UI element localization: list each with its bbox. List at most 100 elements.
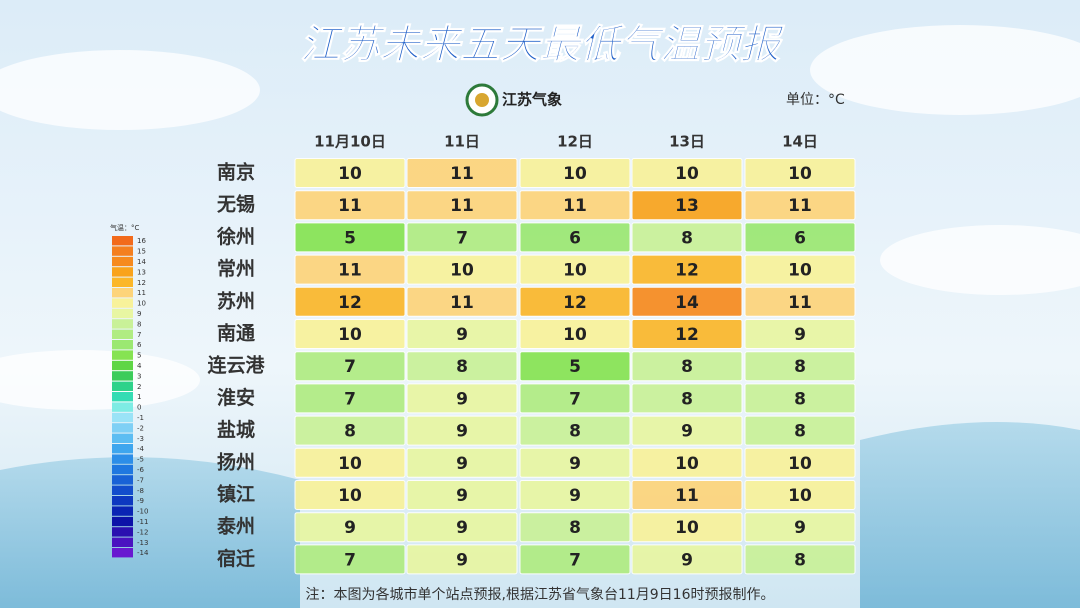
- legend-swatch: [112, 329, 133, 339]
- cell: [631, 286, 743, 317]
- cell: [519, 544, 631, 575]
- cell: [631, 383, 743, 414]
- sea-right: [860, 422, 1080, 608]
- city-label: 镇江: [217, 483, 255, 506]
- cell-value: 8: [794, 389, 806, 409]
- legend-label: -4: [137, 445, 145, 453]
- legend-label: 3: [137, 372, 141, 380]
- column-header: 13日: [669, 133, 705, 151]
- cell: [631, 512, 743, 543]
- cell-value: 9: [456, 486, 468, 506]
- cell-value: 12: [338, 293, 362, 313]
- cell: [519, 351, 631, 382]
- cell: [519, 447, 631, 478]
- cell: [294, 286, 406, 317]
- cell-value: 9: [681, 550, 693, 570]
- cell-value: 14: [675, 293, 699, 313]
- cell-value: 9: [456, 422, 468, 442]
- legend-label: -9: [137, 497, 144, 505]
- logo-center: [475, 93, 489, 107]
- cell: [631, 544, 743, 575]
- cell-value: 10: [563, 164, 587, 184]
- cell-value: 11: [450, 164, 474, 184]
- cell: [744, 351, 856, 382]
- legend-label: -6: [137, 466, 145, 474]
- legend-swatch: [112, 433, 133, 443]
- cell-value: 10: [338, 325, 362, 345]
- legend-label: 6: [137, 341, 142, 349]
- cell: [519, 158, 631, 188]
- cell: [631, 351, 743, 382]
- cell-value: 11: [450, 293, 474, 313]
- cell-value: 10: [338, 486, 362, 506]
- legend-swatch: [112, 506, 133, 516]
- cell: [744, 158, 856, 188]
- cell: [294, 254, 406, 285]
- legend-label: 7: [137, 331, 141, 339]
- cell-value: 8: [794, 550, 806, 570]
- cell-value: 10: [788, 454, 812, 474]
- legend-label: 9: [137, 310, 141, 318]
- cell: [519, 254, 631, 285]
- cell: [406, 415, 518, 446]
- legend-label: -11: [137, 518, 148, 526]
- legend-swatch: [112, 277, 133, 287]
- cell: [631, 158, 743, 188]
- legend-label: 4: [137, 362, 142, 370]
- cell: [294, 447, 406, 478]
- cell-value: 8: [794, 422, 806, 442]
- cell: [406, 222, 518, 253]
- city-label: 无锡: [217, 193, 255, 216]
- legend-label: -7: [137, 476, 144, 484]
- legend-label: 5: [137, 352, 141, 360]
- cell: [744, 254, 856, 285]
- legend-label: 1: [137, 393, 141, 401]
- cell: [744, 319, 856, 349]
- legend-label: 14: [137, 258, 146, 266]
- cell-value: 10: [338, 454, 362, 474]
- cell-value: 7: [569, 389, 581, 409]
- legend-swatch: [112, 485, 133, 495]
- cell-value: 6: [794, 228, 806, 248]
- cell: [294, 158, 406, 188]
- cell: [406, 254, 518, 285]
- cell-value: 8: [794, 357, 806, 377]
- legend-swatch: [112, 454, 133, 464]
- legend-label: -10: [137, 508, 148, 516]
- legend-swatch: [112, 402, 133, 412]
- legend-label: 0: [137, 404, 141, 412]
- cell-value: 9: [344, 518, 356, 538]
- cell: [631, 222, 743, 253]
- cell-value: 9: [456, 550, 468, 570]
- logo-text: 江苏气象: [502, 91, 562, 109]
- cell: [744, 190, 856, 221]
- cell: [744, 480, 856, 510]
- legend-swatch: [112, 527, 133, 537]
- cell: [519, 222, 631, 253]
- legend-swatch: [112, 288, 133, 298]
- cell: [519, 383, 631, 414]
- legend-swatch: [112, 371, 133, 381]
- cell-value: 9: [456, 518, 468, 538]
- cell-value: 11: [675, 486, 699, 506]
- cell-value: 13: [675, 196, 699, 216]
- unit: 单位：°C: [786, 92, 845, 108]
- cell-value: 12: [675, 261, 699, 281]
- legend-label: -2: [137, 424, 144, 432]
- cell-value: 5: [344, 228, 356, 248]
- cell: [406, 512, 518, 543]
- cell-value: 7: [344, 389, 356, 409]
- cell-value: 11: [450, 196, 474, 216]
- cell: [744, 512, 856, 543]
- cell: [519, 512, 631, 543]
- legend-swatch: [112, 392, 133, 402]
- legend-swatch: [112, 381, 133, 391]
- cell: [744, 447, 856, 478]
- cell-value: 10: [788, 164, 812, 184]
- cell-value: 8: [456, 357, 468, 377]
- cell-value: 9: [794, 518, 806, 538]
- legend-swatch: [112, 308, 133, 319]
- city-label: 南通: [217, 323, 256, 345]
- cell-value: 9: [569, 454, 581, 474]
- legend-label: -8: [137, 487, 144, 495]
